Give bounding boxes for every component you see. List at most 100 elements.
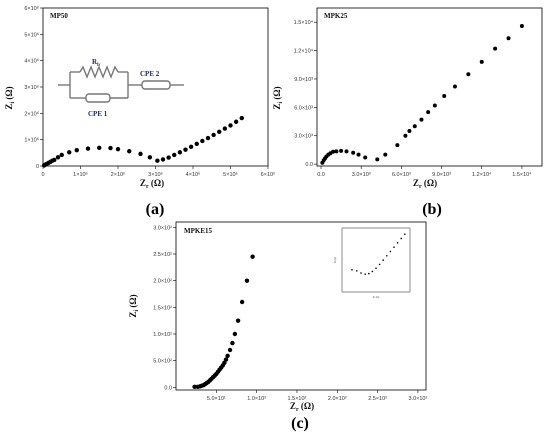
data-point [228,123,233,128]
inset-plot: Zr (Ω) Zi (Ω) [334,227,411,299]
data-point [188,144,194,149]
data-point [183,147,188,152]
inset-point [360,272,362,274]
cpe2-label: CPE 2 [140,70,160,78]
x-tick-label: 3×10⁶ [148,171,163,178]
y-tick-label: 5.0×10² [153,359,172,365]
data-point [407,128,412,133]
inset-points [351,233,406,275]
data-point [127,149,132,154]
resistor-icon [79,65,119,79]
x-axis-label: Zr (Ω) [413,178,437,190]
rb-label: Rb [92,58,100,68]
data-point [466,72,471,77]
y-axis-label: Zi (Ω) [128,294,140,317]
data-point [97,145,102,151]
y-tick-label: 1.0×10² [153,332,172,338]
x-tick-label: 1.2×10⁴ [472,171,492,178]
data-point [442,93,447,98]
data-point [232,331,238,337]
data-point [244,278,250,283]
data-point [506,36,511,41]
data-points [192,254,255,389]
data-point [85,146,91,151]
data-point [230,340,235,346]
data-point [55,155,61,160]
cpe2-icon [141,80,171,90]
data-point [160,157,166,162]
x-tick-label: 0.0 [317,172,325,178]
data-point [74,148,79,153]
data-point [412,124,417,129]
data-point [426,110,431,115]
data-point [519,23,524,28]
data-point [115,146,121,152]
inset-point [364,273,367,275]
chart-mp50: MP50 0 1×10⁶ 2×10⁶ 3×10⁶ 4×10⁶ 5×10⁶ 6×10⁶ 0 1×1… [4,5,275,190]
chart-mpk25: MPK25 0.0 3.0×10³ 6.0×10³ 9.0×10³ 1.2×10⁴ 1.5… [272,7,543,190]
data-point [250,254,255,259]
data-point [138,151,143,157]
y-tick-label: 1.5×10² [153,305,172,311]
x-tick-label: 5×10⁶ [223,171,238,178]
x-tick-label: 1.5×10⁴ [512,171,532,178]
data-point [479,59,484,64]
inset-point [396,242,399,244]
inset-x-label: Zr (Ω) [373,296,380,299]
data-point [403,133,408,138]
y-tick-label: 6.0×10³ [294,105,313,111]
y-tick-label: 4×10⁶ [24,58,39,65]
data-point [351,150,356,155]
data-point [217,129,222,134]
x-tick-label: 9.0×10³ [432,172,451,178]
chart-title: MP50 [50,12,68,20]
equivalent-circuit [58,65,184,103]
x-tick-label: 5.0×10¹ [207,396,226,402]
x-tick-label: 0 [41,172,44,178]
data-point [331,149,336,154]
data-point [223,357,229,362]
inset-point [386,254,388,257]
data-point [166,155,171,160]
data-point [59,152,64,158]
inset-point [382,259,385,261]
y-tick-label: 2.0×10² [153,279,172,285]
axis-ticks: 5.0×10¹ 1.0×10² 1.5×10² 2.0×10² 2.5×10² 3.0×1… [153,225,427,402]
x-tick-label: 2.0×10² [328,396,347,402]
data-point [493,46,498,51]
data-point [235,318,241,323]
y-tick-label: 1.2×10⁴ [294,48,314,55]
data-point [222,126,228,131]
y-tick-label: 3.0×10³ [294,134,313,140]
data-point [419,117,424,122]
inset-point [404,233,406,235]
data-points [41,115,244,168]
data-point [239,299,245,305]
y-tick-label: 2×10⁶ [24,110,39,117]
data-point [172,152,177,158]
data-point [356,152,361,157]
x-tick-label: 1.0×10² [247,396,266,402]
axis-ticks: 0 1×10⁶ 2×10⁶ 3×10⁶ 4×10⁶ 5×10⁶ 6×10⁶ 0 1×10⁶ 2×1… [24,5,275,178]
inset-point [393,246,395,248]
inset-y-label: Zi (Ω) [334,257,337,263]
data-point [432,103,437,108]
plot-frame [316,7,543,167]
data-point [194,141,199,147]
data-point [155,158,160,163]
panel-label-a: (a) [146,201,165,218]
x-axis-label: Zr (Ω) [140,178,164,190]
data-point [233,119,239,124]
data-point [211,132,216,138]
data-point [192,384,197,389]
x-tick-label: 4×10⁶ [186,171,201,178]
inset-point [351,269,353,271]
x-tick-label: 2.5×10² [368,396,387,402]
x-tick-label: 2×10⁶ [111,171,126,178]
data-point [227,347,233,353]
plot-frame [42,7,269,167]
data-point [52,157,57,163]
x-tick-label: 6.0×10³ [392,172,411,178]
inset-point [375,267,377,269]
